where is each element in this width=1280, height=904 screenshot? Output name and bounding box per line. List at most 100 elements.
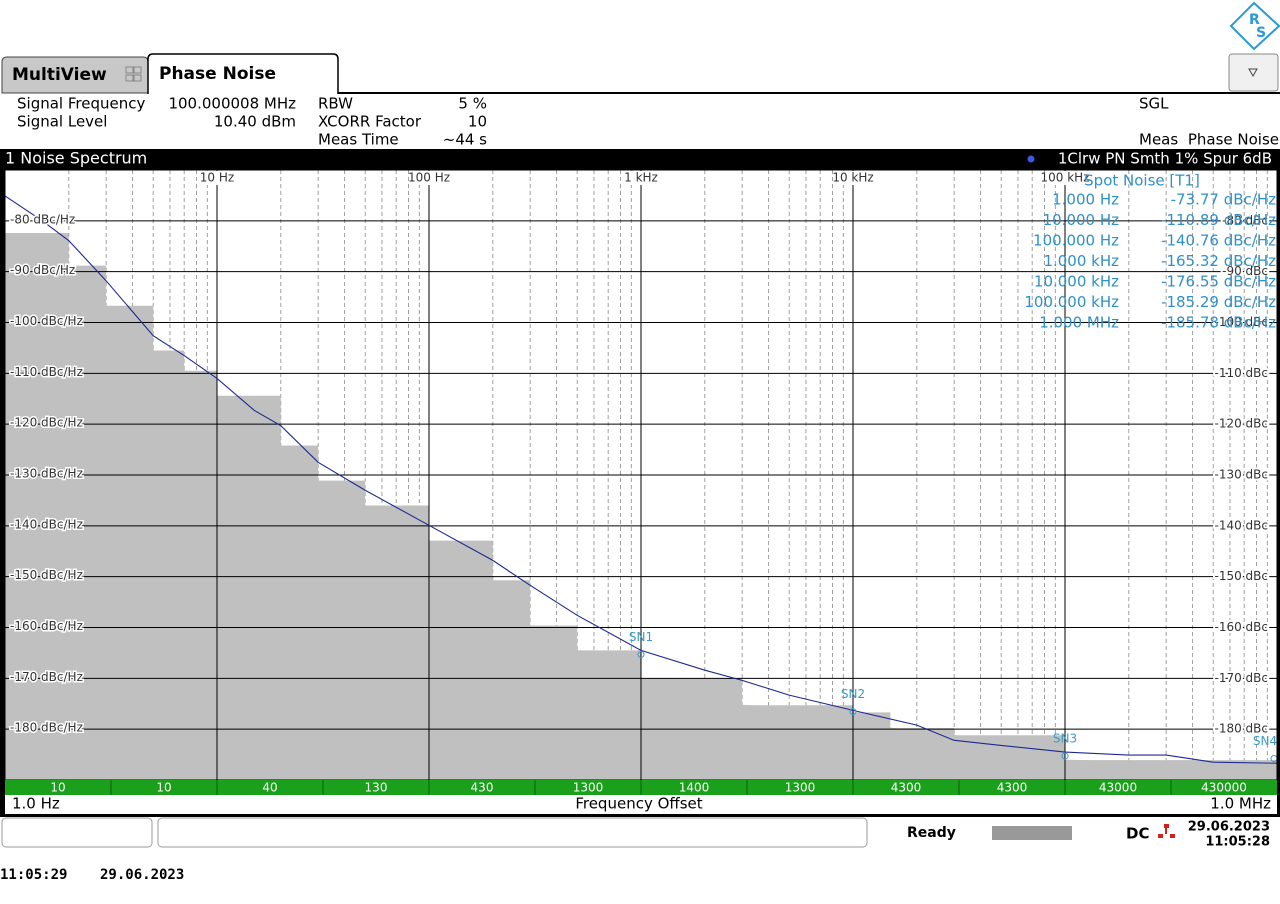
noise-floor-edge [4,232,1278,766]
meas-value: Phase Noise [1188,131,1279,149]
y-tick-label: -120 dBc/Hz [10,416,83,430]
x-axis-title: Frequency Offset [575,795,702,813]
spot-marker [1061,752,1069,760]
message-box [157,817,868,848]
y-tick-label: -160 dBc/Hz [10,619,83,633]
setting-value: 10 [468,113,487,131]
y2-tick-label: -130 dBc [1215,468,1269,482]
spot-noise-value: -185.29 dBc/Hz [1161,293,1276,311]
segment-label: 10 [50,781,65,795]
x-tick-label: 100 kHz [1041,171,1090,185]
network-icon [1158,824,1175,838]
marker-label: SN1 [629,630,653,644]
footer-date: 29.06.2023 [100,867,184,883]
segment-label: 130 [365,781,388,795]
y2-tick-label: -120 dBc [1215,417,1269,431]
spot-noise-freq: 10.000 Hz [1043,211,1120,229]
setting-value: 10.40 dBm [214,113,296,131]
x-tick-label: 1 kHz [624,171,658,185]
spot-noise-freq: 1.000 MHz [1039,314,1119,332]
setting-label: Signal Frequency [17,95,145,113]
label-bg [621,171,661,185]
segment-label: 10 [156,781,171,795]
y-tick-label: -110 dBc/Hz [10,365,83,379]
x-tick-label: 10 Hz [200,171,234,185]
y2-tick-label: -90 dBc [1222,264,1268,278]
label-bg [833,171,873,185]
y2-tick-label: -100 dBc [1215,315,1269,329]
trace-indicator [1027,155,1035,163]
tab-label[interactable]: Phase Noise [159,64,276,84]
sweep-mode: SGL [1139,95,1169,113]
y2-tick-label: -140 dBc [1215,518,1269,532]
y-tick-label: -80 dBc/Hz [10,212,75,226]
status-dc: DC [1126,825,1149,843]
y2-tick-label: -160 dBc [1215,620,1269,634]
y-tick-label: -130 dBc/Hz [10,467,83,481]
spot-noise-freq: 1.000 Hz [1052,191,1119,209]
window-title: 1 Noise Spectrum [5,149,147,168]
segment-label: 4300 [891,781,922,795]
y2-tick-label: -170 dBc [1215,671,1269,685]
spot-noise-value: -165.32 dBc/Hz [1161,252,1276,270]
x-tick-label: 10 kHz [832,171,873,185]
segment-label: 4300 [997,781,1028,795]
y2-tick-label: -150 dBc [1215,569,1269,583]
segment-label: 1400 [679,781,710,795]
trace [4,195,1278,764]
y2-tick-label: -180 dBc [1215,722,1269,736]
setting-value: 5 % [458,95,487,113]
x-end-label: 1.0 MHz [1210,795,1271,813]
setting-label: RBW [318,95,353,113]
spot-noise-freq: 100.000 Hz [1033,232,1119,250]
segment-label: 430 [471,781,494,795]
spot-noise-freq: 10.000 kHz [1034,273,1119,291]
logo-r: R [1249,12,1260,28]
spot-noise-value: -73.77 dBc/Hz [1171,191,1277,209]
setting-label: Signal Level [17,113,107,131]
dropdown-icon [1248,68,1258,78]
spot-noise-value: -185.78 dBc/Hz [1161,314,1276,332]
spot-noise-value: -110.89 dBc/Hz [1161,211,1276,229]
axis-footer [5,795,1277,814]
x-tick-label: 100 Hz [408,171,450,185]
spot-marker [637,651,645,659]
y-tick-label: -170 dBc/Hz [10,670,83,684]
spot-marker [849,708,857,716]
y-tick-label: -90 dBc/Hz [10,263,75,277]
marker-label: SN2 [841,687,865,701]
spot-noise-value: -140.76 dBc/Hz [1161,232,1276,250]
label-bg [197,171,237,185]
status-ready: Ready [907,825,956,841]
y2-tick-label: -80 dBc [1222,213,1268,227]
dropdown-button[interactable] [1228,53,1279,92]
noise-floor-fill [5,233,1277,781]
marker-label: SN4 [1253,734,1277,748]
logo-s: S [1256,25,1266,41]
input-box[interactable] [1,817,153,848]
label-bg [409,171,449,185]
footer-time: 11:05:29 [0,867,67,883]
meas-label: Meas [1139,131,1178,149]
segment-label: 43000 [1099,781,1137,795]
segment-label: 1300 [573,781,604,795]
spot-noise-title: Spot Noise [T1] [1084,172,1200,190]
tab-active[interactable] [147,53,339,94]
segment-label: 1300 [785,781,816,795]
y-tick-label: -180 dBc/Hz [10,721,83,735]
trace-info: 1Clrw PN Smth 1% Spur 6dB [1058,150,1272,168]
tab-label[interactable]: MultiView [12,65,107,85]
segment-label: 40 [262,781,277,795]
y2-tick-label: -110 dBc [1215,366,1269,380]
marker-label: SN3 [1053,732,1077,746]
status-date: 29.06.2023 [1188,820,1270,835]
logo: R S [1229,1,1280,51]
x-start-label: 1.0 Hz [12,795,60,813]
status-time: 11:05:28 [1205,835,1270,850]
setting-value: 100.000008 MHz [168,95,296,113]
y-tick-label: -150 dBc/Hz [10,568,83,582]
y-tick-label: -100 dBc/Hz [10,314,83,328]
setting-label: XCORR Factor [318,113,422,131]
